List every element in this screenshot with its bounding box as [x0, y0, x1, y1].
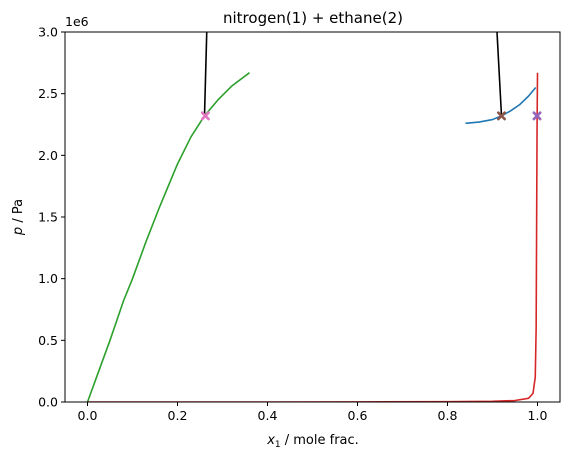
- x-axis-label-symbol: x: [266, 433, 275, 448]
- y-tick-label: 0.0: [38, 395, 58, 410]
- y-axis-ticks: 0.0 0.5 1.0 1.5 2.0 2.5 3.0: [38, 25, 65, 410]
- x-tick-label: 0.8: [438, 408, 458, 423]
- series-line-5: [496, 32, 503, 116]
- x-tick-label: 0.0: [78, 408, 98, 423]
- y-tick-label: 2.0: [38, 148, 58, 163]
- critical-point-marker-2: [497, 111, 506, 121]
- series-line-1: [86, 72, 250, 402]
- chart-title: nitrogen(1) + ethane(2): [223, 9, 403, 27]
- series-line-4: [203, 32, 208, 116]
- x-tick-label: 0.4: [258, 408, 278, 423]
- x-axis-label-text: / mole frac.: [281, 433, 359, 448]
- x-axis-label-subscript: 1: [275, 440, 281, 450]
- critical-point-marker-3: [532, 111, 542, 121]
- x-axis-ticks: 0.0 0.2 0.4 0.6 0.8 1.0: [78, 402, 548, 423]
- y-tick-label: 1.5: [38, 210, 58, 225]
- x-tick-label: 0.6: [348, 408, 368, 423]
- y-tick-label: 0.5: [38, 333, 58, 348]
- y-tick-label: 2.5: [38, 86, 58, 101]
- y-tick-label: 1.0: [38, 271, 58, 286]
- y-axis-label-text: / Pa: [11, 199, 26, 227]
- y-tick-label: 3.0: [38, 25, 58, 40]
- marker-layer: [200, 111, 542, 121]
- x-tick-label: 1.0: [528, 408, 548, 423]
- critical-point-marker-1: [200, 111, 210, 121]
- series-line-2: [465, 86, 537, 125]
- y-axis-label: p / Pa: [11, 199, 26, 236]
- x-tick-label: 0.2: [168, 408, 188, 423]
- y-offset-label: 1e6: [65, 14, 89, 29]
- x-axis-label: x1 / mole frac.: [266, 433, 359, 450]
- y-axis-label-symbol: p: [11, 227, 26, 236]
